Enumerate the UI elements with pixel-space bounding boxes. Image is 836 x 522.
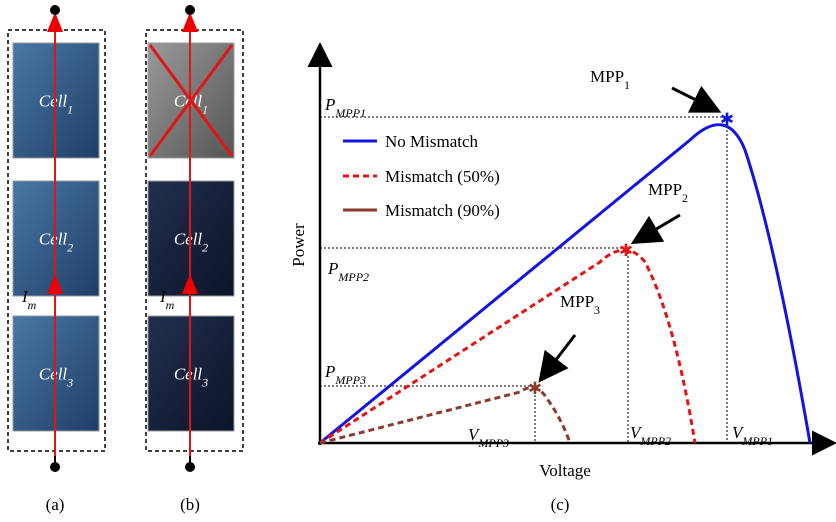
- power-label: PMPP2: [327, 259, 369, 284]
- y-axis-label: Power: [289, 223, 308, 267]
- mpp-label-sub: 1: [624, 78, 630, 92]
- current-label-base: I: [159, 287, 167, 306]
- power-label-sub: MPP2: [337, 270, 369, 284]
- legend-entry: Mismatch (90%): [385, 201, 500, 220]
- voltage-label: VMPP1: [732, 423, 773, 448]
- x-axis-label: Voltage: [539, 461, 591, 480]
- guides: [320, 116, 728, 443]
- cell-label: Cell1: [39, 92, 73, 117]
- power-label: PMPP3: [324, 362, 366, 387]
- panel-label: (a): [46, 495, 65, 514]
- terminal: [185, 462, 195, 472]
- power-label-sub: MPP3: [334, 373, 366, 387]
- voltage-label-sub: MPP3: [477, 436, 509, 450]
- cell-label-base: Cell: [174, 230, 203, 249]
- power-label-base: P: [324, 95, 335, 114]
- mpp-label-base: MPP: [648, 180, 682, 199]
- mpp-label: MPP2: [648, 180, 688, 205]
- star: ✱: [619, 241, 633, 260]
- mpp-label-base: MPP: [560, 292, 594, 311]
- star: ✱: [720, 110, 734, 129]
- chart: ✱ ✱ ✱ No Mismatch Mismatch (50%) Mismatc…: [289, 42, 836, 514]
- current-label-sub: m: [28, 298, 37, 312]
- current-label-base: I: [21, 287, 29, 306]
- curve-mismatch-90: [319, 386, 572, 445]
- voltage-label: VMPP3: [468, 425, 509, 450]
- star: ✱: [528, 379, 542, 398]
- cell-label: Cell2: [39, 230, 73, 255]
- mpp-arrows: [538, 85, 722, 383]
- cell-label-sub: 2: [202, 241, 208, 255]
- mpp-label: MPP3: [560, 292, 600, 317]
- cell-label-base: Cell: [174, 365, 203, 384]
- cell-label-base: Cell: [39, 92, 68, 111]
- curve-mismatch-50: [319, 248, 697, 445]
- cell-label-sub: 1: [67, 103, 73, 117]
- current-label: Im: [159, 287, 175, 312]
- legend-entry: No Mismatch: [385, 132, 479, 151]
- terminal: [50, 5, 60, 15]
- voltage-label-base: V: [732, 423, 745, 442]
- cell-label-sub: 3: [66, 376, 73, 390]
- power-label-base: P: [327, 259, 338, 278]
- curve-no-mismatch: [319, 123, 812, 445]
- terminal: [50, 462, 60, 472]
- power-label: PMPP1: [324, 95, 366, 120]
- voltage-label-base: V: [468, 425, 481, 444]
- voltage-label-sub: MPP1: [741, 434, 773, 448]
- power-label-sub: MPP1: [334, 106, 366, 120]
- mpp-label-base: MPP: [590, 67, 624, 86]
- mpp-label-sub: 3: [594, 303, 600, 317]
- cell-label: Cell3: [39, 365, 73, 390]
- cell-label-sub: 2: [67, 241, 73, 255]
- mpp-label: MPP1: [590, 67, 630, 92]
- current-label-sub: m: [166, 298, 175, 312]
- voltage-label-base: V: [630, 423, 643, 442]
- power-label-base: P: [324, 362, 335, 381]
- legend-entry: Mismatch (50%): [385, 167, 500, 186]
- cell-label: Cell3: [174, 365, 208, 390]
- cell-label-sub: 3: [201, 376, 208, 390]
- voltage-label: VMPP2: [630, 423, 671, 448]
- panel-label: (c): [551, 495, 570, 514]
- terminal: [185, 5, 195, 15]
- voltage-label-sub: MPP2: [639, 434, 671, 448]
- cell-label-base: Cell: [39, 365, 68, 384]
- cell-label-sub: 1: [202, 103, 208, 117]
- cell-label-base: Cell: [39, 230, 68, 249]
- cell-label: Cell2: [174, 230, 208, 255]
- mpp-label-sub: 2: [682, 191, 688, 205]
- current-label: Im: [21, 287, 37, 312]
- panel-label: (b): [180, 495, 200, 514]
